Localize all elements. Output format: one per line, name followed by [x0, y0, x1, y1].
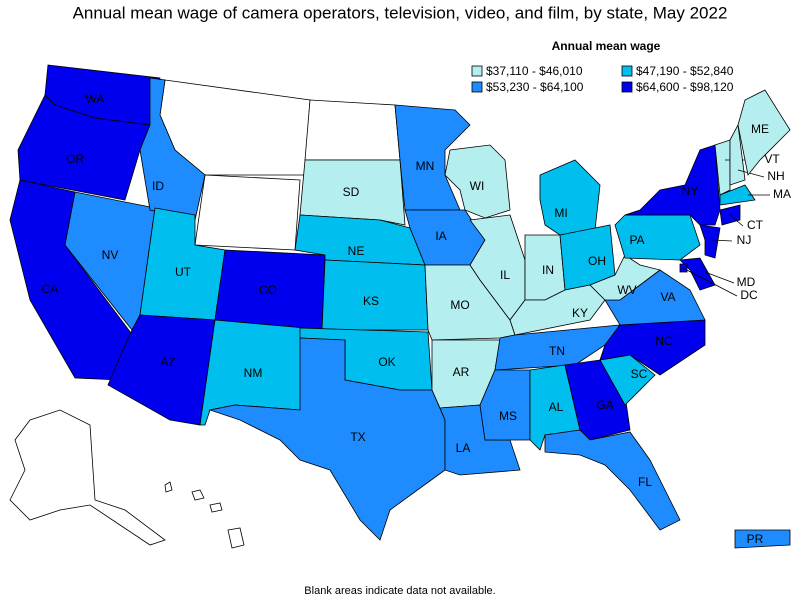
state-label: WV	[617, 283, 636, 297]
blank-state	[209, 502, 223, 513]
state-label: NC	[655, 334, 673, 348]
footnote: Blank areas indicate data not available.	[304, 585, 495, 597]
state-label: NJ	[737, 233, 752, 247]
state-label: MA	[773, 187, 791, 201]
blank-state	[9, 409, 166, 546]
state-label: MN	[416, 159, 435, 173]
state-label: VA	[660, 290, 675, 304]
state-region	[599, 319, 706, 376]
state-label: NY	[682, 184, 699, 198]
leader-line	[682, 267, 738, 297]
state-region	[208, 337, 446, 541]
state-region	[544, 429, 681, 531]
state-label: UT	[175, 265, 192, 279]
state-region	[734, 529, 791, 549]
state-label: AL	[549, 400, 564, 414]
state-label: IL	[500, 268, 510, 282]
state-region	[719, 184, 756, 206]
state-label: OH	[588, 254, 606, 268]
state-label: TX	[350, 430, 365, 444]
state-label: OK	[378, 355, 395, 369]
state-label: LA	[456, 441, 471, 455]
legend-swatch	[621, 81, 633, 93]
state-region	[699, 224, 721, 259]
legend-swatch	[471, 65, 483, 77]
state-region	[729, 123, 746, 186]
state-label: PA	[629, 233, 644, 247]
leader-line	[704, 271, 735, 284]
legend-swatch	[471, 81, 483, 93]
state-label: NE	[348, 244, 365, 258]
state-label: FL	[638, 475, 652, 489]
legend-label: $37,110 - $46,010	[486, 64, 583, 78]
state-label: ID	[152, 179, 164, 193]
state-label: MO	[450, 298, 469, 312]
state-label: WI	[470, 179, 485, 193]
state-label: SC	[631, 367, 648, 381]
state-region	[624, 144, 721, 226]
state-label: IN	[542, 263, 554, 277]
leader-line	[737, 169, 765, 178]
state-label: PR	[747, 532, 764, 546]
legend-title: Annual mean wage	[552, 39, 661, 53]
state-label: MD	[737, 275, 756, 289]
state-label: KY	[572, 306, 588, 320]
blank-state	[194, 174, 301, 251]
leader-line	[729, 214, 744, 227]
state-region	[299, 159, 406, 226]
leader-line	[711, 239, 733, 242]
blank-state	[304, 99, 401, 161]
state-region	[589, 254, 661, 301]
state-region	[107, 314, 216, 426]
state-label: VT	[764, 152, 780, 166]
state-label: CO	[259, 283, 277, 297]
state-label: KS	[363, 294, 379, 308]
blank-state	[227, 527, 245, 549]
blank-state	[164, 481, 173, 493]
state-label: WA	[86, 92, 105, 106]
state-label: DC	[740, 288, 758, 302]
state-label: SD	[343, 185, 360, 199]
state-region	[679, 257, 716, 291]
state-region	[714, 139, 731, 196]
state-label: NM	[244, 366, 263, 380]
legend-label: $64,600 - $98,120	[636, 80, 734, 94]
state-region	[614, 214, 701, 261]
state-label: MS	[499, 409, 517, 423]
legend-label: $47,190 - $52,840	[636, 64, 734, 78]
state-label: IA	[435, 229, 446, 243]
blank-regions	[9, 79, 401, 549]
legend-swatch	[621, 65, 633, 77]
state-label: AZ	[160, 355, 175, 369]
legend-label: $53,230 - $64,100	[486, 80, 584, 94]
state-label: ME	[751, 122, 769, 136]
state-region	[737, 89, 791, 176]
state-region	[539, 159, 601, 236]
state-label: CA	[42, 282, 59, 296]
state-label: GA	[596, 398, 613, 412]
state-label: CT	[747, 218, 764, 232]
state-label: NV	[102, 248, 119, 262]
state-label: OR	[66, 152, 84, 166]
state-label: TN	[549, 344, 565, 358]
state-label: MI	[554, 206, 567, 220]
blank-state	[191, 489, 205, 501]
state-label: NH	[767, 169, 784, 183]
state-label: AR	[453, 365, 470, 379]
state-region	[139, 77, 206, 221]
map-title: Annual mean wage of camera operators, te…	[73, 3, 728, 22]
